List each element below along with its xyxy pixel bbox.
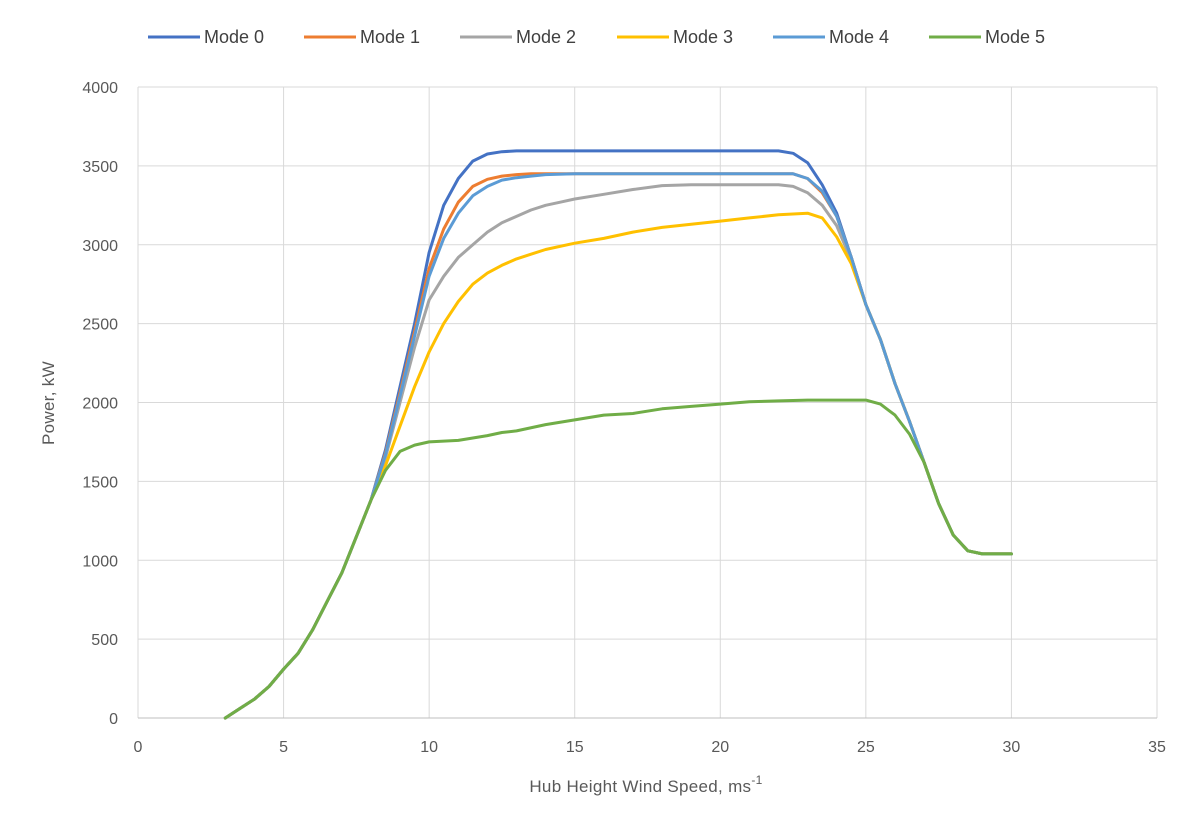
y-tick-label: 4000 xyxy=(82,80,118,97)
series-line-mode-4 xyxy=(223,172,1013,720)
series-line-mode-3 xyxy=(223,211,1013,720)
series-lines xyxy=(223,149,1013,720)
legend-label: Mode 3 xyxy=(673,27,733,47)
legend-item: Mode 0 xyxy=(148,27,264,47)
legend-item: Mode 2 xyxy=(460,27,576,47)
y-axis-title: Power, kW xyxy=(39,361,58,445)
y-tick-label: 2500 xyxy=(82,317,118,334)
y-tick-labels: 0 500 1000 1500 2000 2500 3000 3500 4000 xyxy=(82,80,118,728)
legend-item: Mode 4 xyxy=(773,27,889,47)
x-tick-label: 20 xyxy=(711,739,729,756)
x-axis-title-superscript: -1 xyxy=(751,773,762,787)
legend-label: Mode 4 xyxy=(829,27,889,47)
y-tick-label: 3000 xyxy=(82,238,118,255)
x-tick-label: 35 xyxy=(1148,739,1166,756)
legend-label: Mode 1 xyxy=(360,27,420,47)
x-tick-labels: 0 5 10 15 20 25 30 35 xyxy=(134,739,1166,756)
y-tick-label: 500 xyxy=(91,632,118,649)
x-tick-label: 30 xyxy=(1003,739,1021,756)
x-tick-label: 15 xyxy=(566,739,584,756)
x-tick-label: 0 xyxy=(134,739,143,756)
legend-label: Mode 5 xyxy=(985,27,1045,47)
x-tick-label: 10 xyxy=(420,739,438,756)
legend-item: Mode 3 xyxy=(617,27,733,47)
y-tick-label: 2000 xyxy=(82,396,118,413)
x-tick-label: 25 xyxy=(857,739,875,756)
x-axis-title-text: Hub Height Wind Speed, ms xyxy=(529,777,751,796)
y-tick-label: 1500 xyxy=(82,474,118,491)
legend-label: Mode 2 xyxy=(516,27,576,47)
y-tick-label: 0 xyxy=(109,711,118,728)
series-line-mode-1 xyxy=(223,172,1013,720)
y-tick-label: 1000 xyxy=(82,553,118,570)
x-axis-title: Hub Height Wind Speed, ms-1 xyxy=(529,773,762,796)
gridlines xyxy=(137,86,1158,719)
x-tick-label: 5 xyxy=(279,739,288,756)
legend-item: Mode 5 xyxy=(929,27,1045,47)
series-line-mode-5 xyxy=(223,398,1013,720)
legend: Mode 0 Mode 1 Mode 2 Mode 3 Mode 4 Mode 5 xyxy=(148,27,1045,47)
legend-label: Mode 0 xyxy=(204,27,264,47)
y-tick-label: 3500 xyxy=(82,159,118,176)
legend-item: Mode 1 xyxy=(304,27,420,47)
series-line-mode-2 xyxy=(223,183,1013,720)
